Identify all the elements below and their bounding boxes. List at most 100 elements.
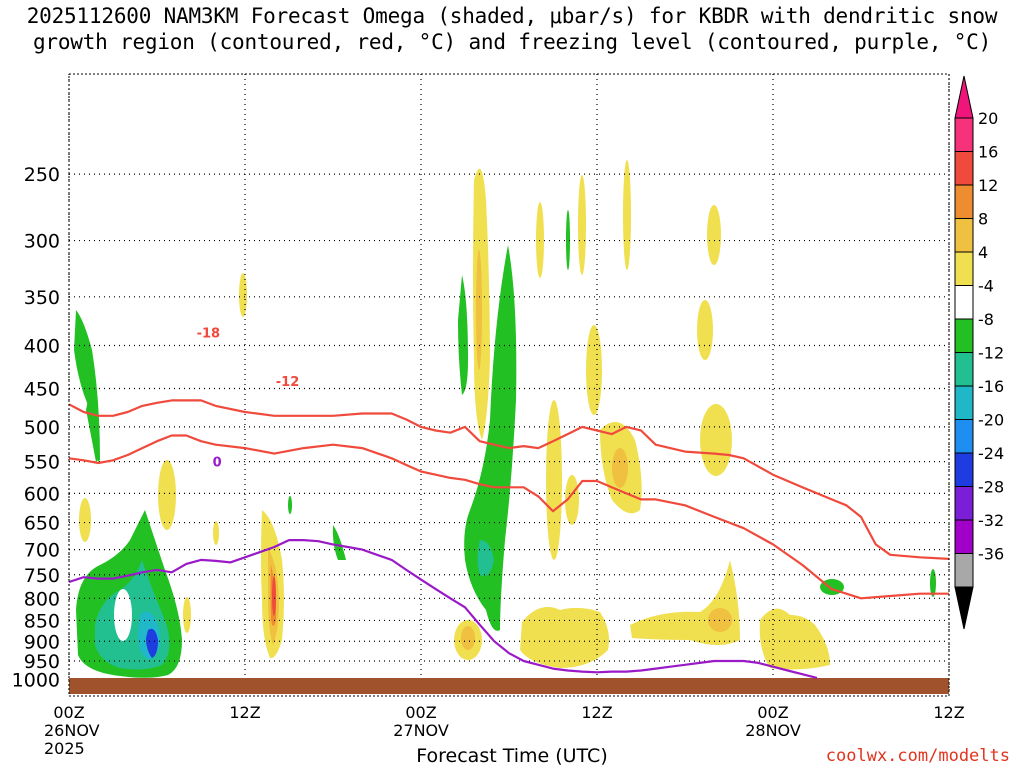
omega-region-positive <box>183 597 191 633</box>
colorbar-bottom-arrow <box>954 586 974 630</box>
omega-region-negative <box>566 210 570 270</box>
x-tick-label: 28NOV <box>745 721 801 740</box>
colorbar-label: -16 <box>978 377 1004 396</box>
colorbar-swatch <box>954 318 974 353</box>
x-tick-label: 26NOV <box>44 721 100 740</box>
colorbar-swatch <box>954 117 974 152</box>
omega-region-negative <box>477 540 494 576</box>
omega-region-positive <box>586 325 602 415</box>
colorbar-swatch <box>954 385 974 420</box>
x-axis-label: Forecast Time (UTC) <box>416 745 608 767</box>
colorbar-label: 12 <box>978 176 998 195</box>
chart-title-line-1: 2025112600 NAM3KM Forecast Omega (shaded… <box>26 4 998 28</box>
omega-region-positive <box>476 250 482 370</box>
colorbar-label: 8 <box>978 210 988 229</box>
y-tick-label: 300 <box>24 231 60 253</box>
contour-label-bg <box>203 453 232 468</box>
omega-region-negative <box>930 569 936 597</box>
colorbar-swatch <box>954 419 974 454</box>
ground-surface <box>69 678 949 694</box>
y-tick-label: 600 <box>24 483 60 505</box>
y-tick-label: 750 <box>24 565 60 587</box>
y-tick-label: 650 <box>24 513 60 535</box>
colorbar-swatch <box>954 486 974 521</box>
y-tick-label: 550 <box>24 452 60 474</box>
colorbar-swatch <box>954 285 974 320</box>
colorbar-label: -32 <box>978 511 1004 530</box>
colorbar-swatch <box>954 553 974 588</box>
chart-title-line-2: growth region (contoured, red, °C) and f… <box>32 30 992 54</box>
colorbar-swatch <box>954 352 974 387</box>
x-tick-label: 12Z <box>933 703 964 722</box>
omega-region-negative <box>458 275 468 395</box>
colorbar: 20 16 12 8 4 -4 -8 -12 -16 -20 -24 -28 -32 -36 <box>954 75 1004 630</box>
y-tick-label: 850 <box>24 610 60 632</box>
y-tick-label: 700 <box>24 540 60 562</box>
y-tick-label: 450 <box>24 378 60 400</box>
colorbar-top-arrow <box>954 75 974 119</box>
x-tick-label: 12Z <box>229 703 260 722</box>
omega-region-positive <box>578 175 586 275</box>
credit-text: coolwx.com/modelts <box>825 746 1010 766</box>
omega-region-positive <box>612 448 628 488</box>
contour--12 <box>68 434 949 600</box>
x-tick-label: 00Z <box>53 703 84 722</box>
omega-region-positive <box>565 475 579 525</box>
x-tick-label: 2025 <box>44 739 85 758</box>
x-tick-label: 27NOV <box>393 721 449 740</box>
x-tick-label: 00Z <box>405 703 436 722</box>
y-axis-tick-labels: 2503003504004505005506006507007508008509… <box>12 164 60 692</box>
omega-region-positive <box>546 400 562 560</box>
colorbar-swatch <box>954 519 974 554</box>
contour-label: -12 <box>276 375 300 390</box>
omega-region-positive <box>708 608 732 632</box>
colorbar-swatch <box>954 184 974 219</box>
omega-region-positive <box>213 521 219 545</box>
omega-region-negative <box>464 245 517 631</box>
omega-region-positive <box>272 576 276 616</box>
colorbar-label: 4 <box>978 243 988 262</box>
omega-region-negative <box>86 400 98 462</box>
omega-region-positive <box>158 460 176 530</box>
contour-label: 0 <box>213 456 222 471</box>
x-tick-label: 00Z <box>757 703 788 722</box>
colorbar-label: -8 <box>978 310 994 329</box>
x-tick-label: 12Z <box>581 703 612 722</box>
y-tick-label: 1000 <box>12 670 60 692</box>
colorbar-label: -28 <box>978 478 1004 497</box>
colorbar-swatch <box>954 251 974 286</box>
omega-region-negative <box>146 628 158 658</box>
omega-region-positive <box>79 498 91 542</box>
contour--18 <box>68 399 950 560</box>
omega-gap <box>114 589 132 641</box>
contour-label: -18 <box>197 327 221 342</box>
colorbar-label: -20 <box>978 411 1004 430</box>
y-tick-label: 800 <box>24 588 60 610</box>
omega-region-positive <box>623 160 631 270</box>
y-tick-label: 400 <box>24 336 60 358</box>
omega-region-negative <box>332 525 346 560</box>
y-tick-label: 900 <box>24 631 60 653</box>
contour-0 <box>68 538 818 679</box>
omega-region-positive <box>520 606 609 668</box>
colorbar-label: -24 <box>978 444 1004 463</box>
colorbar-swatch <box>954 218 974 253</box>
y-tick-label: 250 <box>24 164 60 186</box>
contour-label-bg <box>194 324 223 339</box>
colorbar-swatch <box>954 151 974 186</box>
omega-region-positive <box>697 300 713 360</box>
colorbar-label: 20 <box>978 109 998 128</box>
omega-region-positive <box>239 273 247 317</box>
omega-region-negative <box>288 496 292 514</box>
contour-lines: -18 -12 0 <box>68 324 950 679</box>
colorbar-label: 16 <box>978 143 998 162</box>
colorbar-swatch <box>954 452 974 487</box>
colorbar-label: -4 <box>978 277 994 296</box>
colorbar-label: -36 <box>978 545 1004 564</box>
y-tick-label: 350 <box>24 287 60 309</box>
colorbar-label: -12 <box>978 344 1004 363</box>
y-tick-label: 950 <box>24 651 60 673</box>
omega-region-positive <box>700 404 732 476</box>
